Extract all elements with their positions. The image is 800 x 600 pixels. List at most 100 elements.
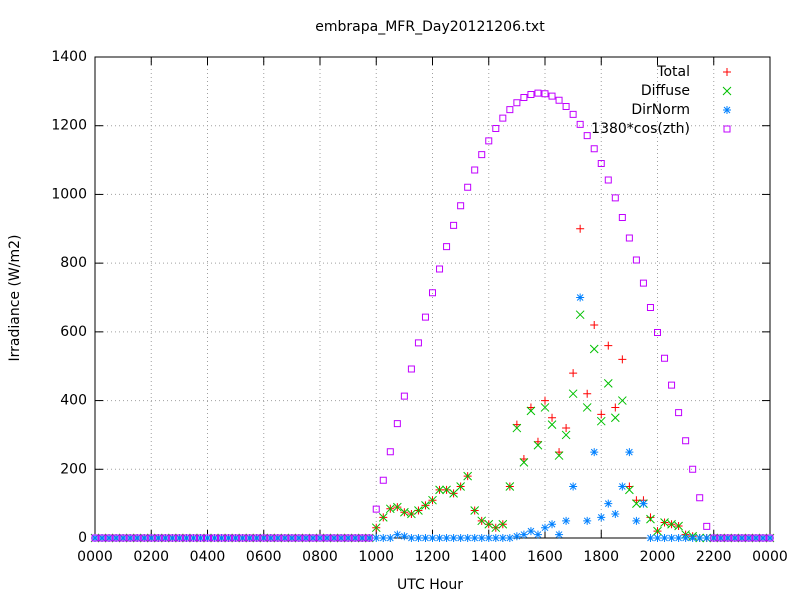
point (534, 89, 542, 97)
point (246, 534, 254, 542)
point (682, 437, 690, 445)
point (667, 534, 676, 542)
point (217, 534, 226, 542)
point (710, 534, 718, 542)
point (674, 534, 683, 542)
point (512, 532, 521, 541)
y-tick-label: 800 (60, 255, 87, 271)
point (520, 94, 528, 102)
point (154, 534, 163, 542)
point (745, 534, 753, 542)
point (541, 90, 549, 98)
point (611, 194, 619, 202)
point (590, 320, 599, 329)
point (660, 518, 669, 527)
point (603, 379, 613, 388)
point (575, 310, 585, 320)
point (119, 534, 127, 542)
point (519, 458, 529, 467)
point (660, 534, 669, 542)
x-tick-label: 1400 (471, 549, 507, 565)
point (182, 534, 191, 542)
y-tick-label: 0 (78, 530, 87, 546)
point (189, 534, 198, 542)
point (703, 522, 711, 530)
point (442, 485, 451, 495)
x-tick-label: 0600 (246, 549, 282, 565)
point (98, 534, 107, 542)
point (470, 534, 479, 542)
point (182, 534, 190, 542)
x-tick-label: 1000 (358, 549, 394, 565)
x-tick-label: 0200 (133, 549, 169, 565)
x-tick-label: 0800 (302, 549, 338, 565)
point (582, 403, 592, 412)
point (604, 341, 613, 350)
point (435, 534, 444, 542)
point (512, 423, 522, 433)
legend-marker (723, 106, 731, 114)
point (724, 534, 732, 542)
point (203, 534, 212, 542)
point (245, 534, 254, 542)
point (147, 534, 156, 542)
legend-label: 1380*cos(zth) (591, 121, 690, 137)
point (218, 534, 226, 542)
point (604, 499, 613, 508)
point (527, 90, 535, 98)
point (225, 534, 233, 542)
point (485, 137, 493, 145)
point (611, 509, 620, 518)
point (400, 532, 409, 541)
point (196, 534, 205, 542)
point (506, 106, 514, 114)
legend-label: Total (656, 64, 690, 80)
point (428, 534, 437, 542)
point (547, 420, 557, 429)
point (569, 110, 577, 118)
point (316, 534, 324, 542)
point (133, 534, 142, 542)
point (625, 482, 634, 491)
point (112, 534, 121, 542)
point (730, 534, 739, 542)
point (639, 279, 647, 287)
point (519, 530, 528, 539)
point (590, 145, 598, 153)
point (610, 413, 620, 423)
point (668, 381, 676, 389)
point (91, 534, 99, 542)
point (133, 534, 141, 542)
point (478, 151, 486, 159)
point (175, 534, 183, 542)
point (450, 221, 458, 229)
point (576, 224, 585, 233)
point (372, 534, 381, 542)
x-tick-label: 1200 (415, 549, 451, 565)
point (562, 424, 571, 433)
point (301, 534, 310, 542)
point (646, 534, 655, 542)
point (548, 520, 557, 529)
point (519, 454, 528, 463)
point (505, 482, 515, 491)
point (477, 516, 487, 526)
point (140, 534, 149, 542)
point (442, 534, 451, 542)
point (653, 534, 662, 542)
point (309, 534, 317, 542)
point (168, 534, 176, 542)
point (758, 534, 767, 542)
point (696, 494, 704, 502)
point (548, 92, 556, 100)
point (505, 534, 514, 542)
point (583, 389, 592, 398)
point (295, 534, 303, 542)
point (294, 534, 303, 542)
point (463, 534, 472, 542)
point (330, 534, 339, 542)
point (646, 513, 655, 522)
point (323, 534, 332, 542)
point (253, 534, 261, 542)
